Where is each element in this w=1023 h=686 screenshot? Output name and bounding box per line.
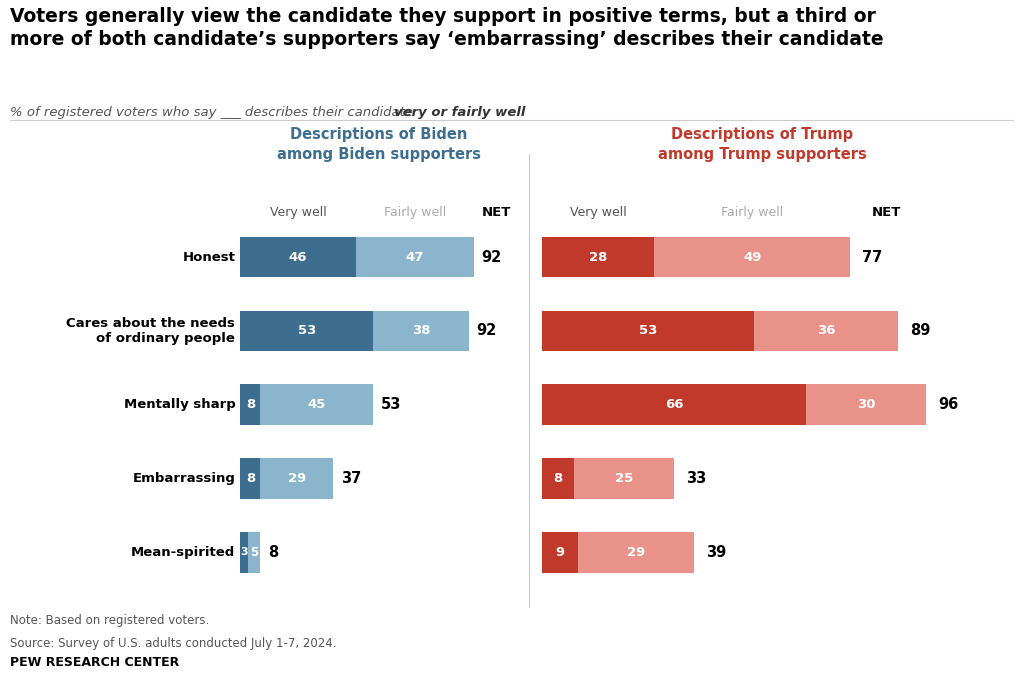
Bar [542, 532, 578, 573]
Text: 8: 8 [553, 472, 563, 485]
Text: Note: Based on registered voters.: Note: Based on registered voters. [10, 614, 210, 627]
Text: 92: 92 [482, 250, 501, 265]
Bar [806, 384, 926, 425]
Bar [578, 532, 695, 573]
Bar [240, 237, 356, 277]
Text: Mean-spirited: Mean-spirited [131, 546, 235, 559]
Bar [261, 458, 333, 499]
Text: 96: 96 [938, 397, 959, 412]
Text: 92: 92 [477, 324, 497, 338]
Text: 29: 29 [627, 546, 646, 559]
Bar [261, 384, 373, 425]
Text: 30: 30 [857, 399, 876, 411]
Bar [574, 458, 674, 499]
Bar [240, 458, 261, 499]
Bar [542, 458, 574, 499]
Text: 47: 47 [406, 250, 425, 263]
Text: 38: 38 [412, 324, 431, 338]
Text: 29: 29 [287, 472, 306, 485]
Bar [754, 311, 898, 351]
Text: Source: Survey of U.S. adults conducted July 1-7, 2024.: Source: Survey of U.S. adults conducted … [10, 637, 337, 650]
Text: 5: 5 [250, 546, 259, 559]
Text: 46: 46 [288, 250, 307, 263]
Text: 33: 33 [686, 471, 707, 486]
Text: Fairly well: Fairly well [721, 206, 784, 219]
Text: PEW RESEARCH CENTER: PEW RESEARCH CENTER [10, 656, 179, 669]
Text: 77: 77 [862, 250, 883, 265]
Text: 3: 3 [240, 547, 248, 557]
Text: % of registered voters who say ___ describes their candidate: % of registered voters who say ___ descr… [10, 106, 417, 119]
Text: 37: 37 [341, 471, 361, 486]
Text: very or fairly well: very or fairly well [394, 106, 526, 119]
Bar [248, 532, 261, 573]
Bar [654, 237, 850, 277]
Bar [542, 311, 754, 351]
Bar [240, 384, 261, 425]
Text: Descriptions of Trump
among Trump supporters: Descriptions of Trump among Trump suppor… [658, 127, 866, 162]
Text: Descriptions of Biden
among Biden supporters: Descriptions of Biden among Biden suppor… [276, 127, 481, 162]
Text: 25: 25 [615, 472, 633, 485]
Bar [240, 532, 248, 573]
Text: 66: 66 [665, 399, 683, 411]
Text: Honest: Honest [182, 250, 235, 263]
Text: NET: NET [482, 206, 512, 219]
Bar [356, 237, 474, 277]
Text: 28: 28 [589, 250, 608, 263]
Text: 53: 53 [381, 397, 401, 412]
Bar [373, 311, 469, 351]
Text: Embarrassing: Embarrassing [132, 472, 235, 485]
Text: Voters generally view the candidate they support in positive terms, but a third : Voters generally view the candidate they… [10, 7, 884, 49]
Text: NET: NET [872, 206, 901, 219]
Text: 36: 36 [817, 324, 836, 338]
Text: 8: 8 [246, 472, 255, 485]
Text: 8: 8 [246, 399, 255, 411]
Text: 53: 53 [298, 324, 316, 338]
Text: 53: 53 [639, 324, 658, 338]
Bar [240, 311, 373, 351]
Text: Fairly well: Fairly well [384, 206, 446, 219]
Text: Cares about the needs
of ordinary people: Cares about the needs of ordinary people [66, 317, 235, 345]
Text: 49: 49 [743, 250, 761, 263]
Text: 39: 39 [706, 545, 726, 560]
Text: Mentally sharp: Mentally sharp [124, 399, 235, 411]
Text: Very well: Very well [270, 206, 326, 219]
Bar [542, 237, 654, 277]
Text: Very well: Very well [570, 206, 626, 219]
Text: 8: 8 [268, 545, 278, 560]
Text: 45: 45 [308, 399, 326, 411]
Text: 89: 89 [910, 324, 931, 338]
Bar [542, 384, 806, 425]
Text: 9: 9 [555, 546, 565, 559]
